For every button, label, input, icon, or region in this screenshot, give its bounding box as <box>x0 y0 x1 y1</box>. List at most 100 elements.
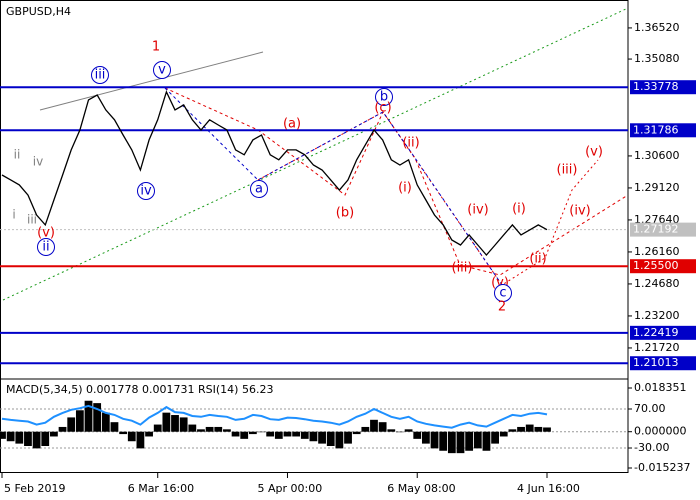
level-label: 1.31786 <box>633 123 679 136</box>
macd-bar <box>110 422 119 432</box>
macd-bar <box>171 415 179 432</box>
macd-bar <box>101 412 110 432</box>
macd-bar <box>335 431 344 449</box>
macd-bar <box>465 431 474 451</box>
macd-bar <box>326 431 335 446</box>
wave-label: ii <box>14 148 21 162</box>
y-tick-label: 0.018351 <box>634 381 687 394</box>
macd-bar <box>352 431 361 435</box>
macd-bar <box>41 431 50 446</box>
macd-bar <box>67 417 76 432</box>
level-label-box <box>630 325 696 340</box>
wave-circle <box>494 284 512 302</box>
macd-bar <box>396 431 404 433</box>
macd-bar <box>248 431 257 435</box>
macd-bar <box>188 424 197 432</box>
wave-label: (c) <box>374 101 391 116</box>
macd-bar <box>387 429 396 432</box>
macd-bar <box>75 410 84 432</box>
wave-label: (i) <box>398 181 412 196</box>
macd-bar <box>292 431 301 437</box>
macd-bar <box>517 426 525 432</box>
macd-bar <box>50 431 58 437</box>
macd-bar <box>534 426 543 432</box>
wave-label: iii <box>95 68 106 83</box>
y2-tick-label: 70.00 <box>634 402 666 415</box>
macd-bar <box>456 431 465 454</box>
macd-bar <box>543 427 551 432</box>
wave-label: c <box>499 286 506 301</box>
y-tick-label: 1.29120 <box>634 181 680 194</box>
price-line <box>1 90 548 256</box>
wave-label: 2 <box>498 300 506 315</box>
macd-bar <box>508 429 517 432</box>
macd-bar <box>499 431 508 437</box>
macd-bar <box>205 426 214 432</box>
macd-bar <box>266 431 275 437</box>
macd-bar <box>378 422 387 432</box>
macd-bar <box>231 431 240 437</box>
y-tick-label: -0.015237 <box>634 461 690 474</box>
wave-label: (ii) <box>529 252 546 267</box>
wave-label: (i) <box>512 202 526 217</box>
wave-label: (iv) <box>467 203 488 218</box>
trend-line <box>39 51 264 111</box>
macd-bar <box>361 426 370 432</box>
wave-label: (v) <box>37 226 55 241</box>
wave-circle <box>37 238 55 256</box>
wave-label: (iii) <box>557 163 578 178</box>
y-tick-label: 1.23200 <box>634 309 680 322</box>
macd-bar <box>404 429 413 432</box>
level-label-box <box>630 123 696 138</box>
level-label-box <box>630 356 696 371</box>
wave-label: b <box>380 90 388 105</box>
x-tick-label: 5 Apr 00:00 <box>257 482 322 495</box>
macd-bar <box>136 431 145 449</box>
y-tick-label: 1.36520 <box>634 21 680 34</box>
y-tick-label: 1.21720 <box>634 341 680 354</box>
plot-frame <box>0 0 629 473</box>
wave-label: iii <box>27 213 37 227</box>
macd-bar <box>223 429 231 432</box>
level-label: 1.25500 <box>633 259 679 272</box>
level-label-box <box>630 259 696 274</box>
x-tick-label: 4 Jun 16:00 <box>517 482 580 495</box>
y2-tick-label: -30.00 <box>634 441 669 454</box>
macd-bar <box>257 431 266 433</box>
macd-bar <box>430 431 439 449</box>
macd-bar <box>58 426 67 432</box>
macd-bar <box>145 431 153 437</box>
macd-bar <box>413 431 422 439</box>
wave-circle <box>91 66 109 84</box>
macd-bar <box>370 419 378 432</box>
macd-bar <box>473 431 482 449</box>
wave-circle <box>137 182 155 200</box>
macd-bar <box>240 431 249 439</box>
wave-label: (iii) <box>452 261 473 276</box>
macd-bar <box>491 431 499 444</box>
macd-bar <box>179 417 188 432</box>
indicator-title: MACD(5,34,5) 0.001778 0.001731 RSI(14) 5… <box>6 383 273 396</box>
wave-label: v <box>158 63 166 78</box>
macd-bar <box>300 431 309 439</box>
wave-label: (a) <box>283 117 301 132</box>
macd-bar <box>15 431 24 444</box>
wave-circle <box>250 180 268 198</box>
wave-label: i <box>12 208 15 222</box>
macd-bar <box>153 424 162 432</box>
y-tick-label: 1.26160 <box>634 245 680 258</box>
macd-bar <box>283 431 292 437</box>
macd-bar <box>318 431 326 444</box>
wave-label: iv <box>140 184 152 199</box>
macd-bar <box>214 426 223 432</box>
macd-bar <box>24 431 32 446</box>
macd-bar <box>32 431 41 449</box>
wave-label: (iv) <box>569 204 590 219</box>
macd-bar <box>0 431 6 439</box>
level-label: 1.22419 <box>633 326 679 339</box>
wave-path <box>164 87 503 286</box>
x-tick-label: 5 Feb 2019 <box>4 482 65 495</box>
y-tick-label: 1.35080 <box>634 52 680 65</box>
macd-bar <box>309 431 318 442</box>
